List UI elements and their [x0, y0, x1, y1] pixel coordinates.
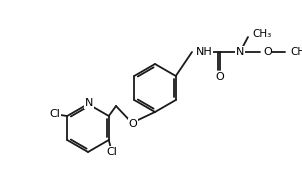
Text: O: O [263, 47, 272, 57]
Text: O: O [216, 72, 224, 82]
Text: Cl: Cl [106, 147, 117, 157]
Text: Cl: Cl [50, 109, 61, 119]
Text: CH₃: CH₃ [252, 29, 271, 39]
Text: CH₃: CH₃ [290, 47, 302, 57]
Text: N: N [85, 98, 93, 108]
Text: N: N [236, 47, 244, 57]
Text: O: O [129, 119, 137, 129]
Text: NH: NH [196, 47, 213, 57]
